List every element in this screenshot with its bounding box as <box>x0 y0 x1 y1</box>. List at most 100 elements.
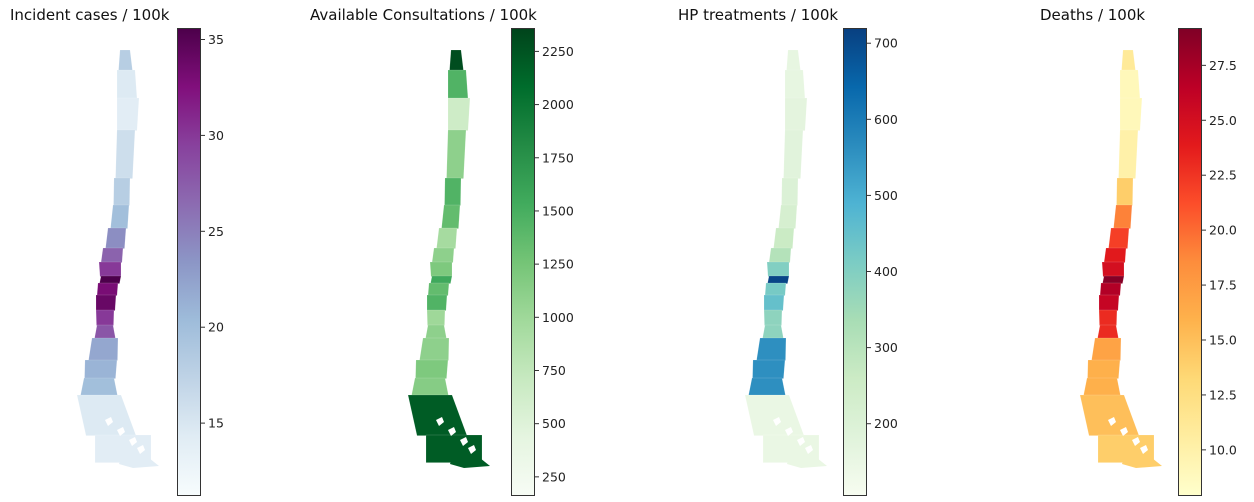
map-title: Incident cases / 100k <box>10 6 170 24</box>
colorbar-tick-label: 1000 <box>542 310 574 325</box>
region-11 <box>764 282 787 296</box>
region-15 <box>419 337 450 361</box>
colorbar-ticks: 15 20 25 30 35 <box>201 32 224 431</box>
colorbar-ticks: 200 300 400 500 600 700 <box>867 36 898 431</box>
region-9 <box>429 261 453 277</box>
colorbar-tick-label: 1250 <box>542 257 574 272</box>
colorbar-tick-label: 15.0 <box>1209 333 1237 348</box>
region-13 <box>95 309 115 326</box>
region-12 <box>95 294 117 311</box>
region-15 <box>1091 337 1122 361</box>
colorbar-tick-label: 27.5 <box>1209 58 1237 73</box>
region-3 <box>784 97 808 131</box>
colorbar <box>511 28 535 496</box>
colorbar-tick-label: 2250 <box>542 44 574 59</box>
colorbar-tick-label: 700 <box>874 36 898 51</box>
fjord-notch <box>468 445 476 454</box>
colorbar-ticks: 10.0 12.5 15.0 17.5 20.0 22.5 25.0 27.5 <box>1202 58 1237 457</box>
region-15 <box>88 337 119 361</box>
choropleth-map <box>76 49 159 468</box>
colorbar-tick-label: 25.0 <box>1209 113 1237 128</box>
region-southern-tip <box>119 458 159 468</box>
region-11 <box>96 282 119 296</box>
colorbar-tick-label: 1750 <box>542 150 574 165</box>
fjord-notch <box>117 427 125 436</box>
panel-hp-treatments: HP treatments / 100k 200 300 400 500 600 700 <box>624 0 936 502</box>
colorbar-tick-label: 200 <box>874 416 898 431</box>
colorbar-tick-label: 25 <box>208 224 224 239</box>
region-13 <box>426 309 446 326</box>
region-6 <box>778 204 798 229</box>
region-4 <box>783 129 804 179</box>
region-5 <box>444 177 462 206</box>
region-9 <box>98 261 122 277</box>
region-13 <box>1098 309 1118 326</box>
region-11 <box>427 282 450 296</box>
fjord-notch <box>1132 437 1140 446</box>
region-10 <box>767 275 790 284</box>
panel-incident: Incident cases / 100k 15 20 25 30 35 <box>0 0 312 502</box>
region-16 <box>1087 359 1121 379</box>
fjord-notch <box>137 445 145 454</box>
region-7 <box>773 227 795 249</box>
region-4 <box>446 129 467 179</box>
panel-deaths: Deaths / 100k 10.0 12.5 15.0 17.5 20.0 22.5 25… <box>936 0 1254 502</box>
fjord-notch <box>1140 445 1148 454</box>
choropleth-map <box>407 49 490 468</box>
colorbar-tick-label: 750 <box>542 363 566 378</box>
region-5 <box>1116 177 1134 206</box>
region-3 <box>447 97 471 131</box>
map-title: HP treatments / 100k <box>678 6 839 24</box>
region-8 <box>768 247 792 263</box>
region-15 <box>756 337 787 361</box>
fjord-notch <box>773 417 781 426</box>
region-4 <box>1118 129 1139 179</box>
colorbar-tick-label: 1500 <box>542 203 574 218</box>
colorbar-ticks: 250 500 750 1000 1250 1500 1750 2000 2250 <box>535 44 574 484</box>
region-7 <box>1108 227 1130 249</box>
region-8 <box>431 247 455 263</box>
fjord-notch <box>129 437 137 446</box>
region-southern-tip <box>450 458 490 468</box>
region-16 <box>752 359 786 379</box>
region-6 <box>441 204 461 229</box>
colorbar-tick-label: 300 <box>874 340 898 355</box>
region-12 <box>426 294 448 311</box>
region-10 <box>1102 275 1125 284</box>
colorbar <box>1178 28 1202 496</box>
fjord-notch <box>785 427 793 436</box>
colorbar-tick-label: 15 <box>208 416 224 431</box>
region-9 <box>766 261 790 277</box>
colorbar-tick-label: 20 <box>208 320 224 335</box>
region-10 <box>430 275 453 284</box>
region-13 <box>763 309 783 326</box>
fjord-notch <box>448 427 456 436</box>
region-southern-tip <box>787 458 827 468</box>
map-title: Available Consultations / 100k <box>310 6 537 24</box>
fjord-notch <box>105 417 113 426</box>
colorbar-tick-label: 30 <box>208 128 224 143</box>
region-12 <box>1098 294 1120 311</box>
colorbar-tick-label: 250 <box>542 469 566 484</box>
region-16 <box>415 359 449 379</box>
choropleth-map <box>744 49 827 468</box>
region-8 <box>1103 247 1127 263</box>
region-16 <box>84 359 118 379</box>
region-4 <box>115 129 136 179</box>
region-9 <box>1101 261 1125 277</box>
region-southern-tip <box>1122 458 1162 468</box>
panel-consultations: Available Consultations / 100k 250 500 750… <box>310 0 624 502</box>
colorbar <box>843 28 867 496</box>
region-5 <box>781 177 799 206</box>
colorbar-tick-label: 12.5 <box>1209 387 1237 402</box>
region-11 <box>1099 282 1122 296</box>
region-12 <box>763 294 785 311</box>
region-6 <box>1113 204 1133 229</box>
colorbar <box>177 28 201 496</box>
region-3 <box>1119 97 1143 131</box>
colorbar-tick-label: 2000 <box>542 97 574 112</box>
region-8 <box>100 247 124 263</box>
colorbar-tick-label: 10.0 <box>1209 442 1237 457</box>
colorbar-tick-label: 500 <box>874 188 898 203</box>
region-6 <box>110 204 130 229</box>
